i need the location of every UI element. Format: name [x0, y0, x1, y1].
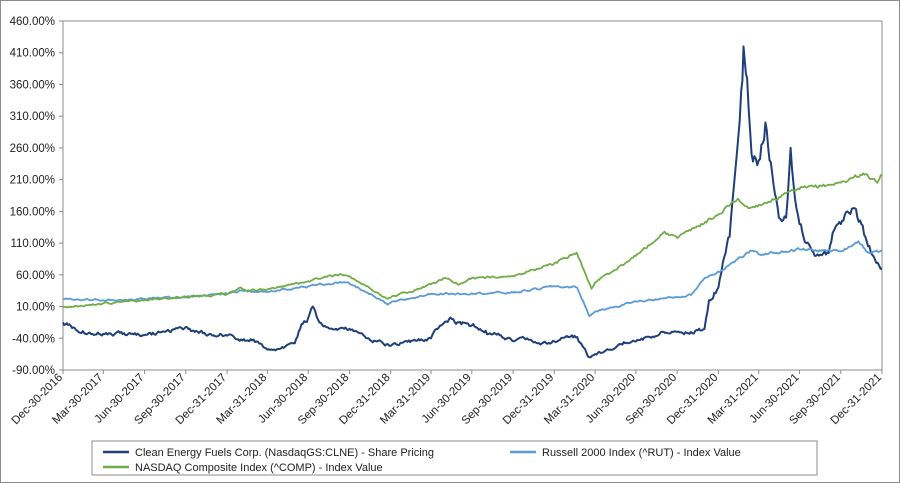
y-tick-label: 360.00%: [10, 79, 55, 91]
y-tick-label: 260.00%: [10, 143, 55, 155]
series-lines: [62, 45, 883, 359]
series-line-1: [62, 45, 883, 359]
y-tick-label: 160.00%: [10, 206, 55, 218]
y-tick-label: 110.00%: [10, 238, 55, 250]
y-tick-label: -40.00%: [12, 333, 55, 345]
y-tick-label: 410.00%: [10, 48, 55, 60]
y-tick-label: 210.00%: [10, 175, 55, 187]
legend-label-1: Clean Energy Fuels Corp. (NasdaqGS:CLNE)…: [135, 447, 434, 459]
legend: Clean Energy Fuels Corp. (NasdaqGS:CLNE)…: [91, 440, 818, 476]
y-tick-label: 10.00%: [16, 302, 55, 314]
y-tick-label: 460.00%: [10, 16, 55, 28]
y-tick-label: 60.00%: [16, 270, 55, 282]
plot-area: [62, 20, 883, 371]
y-axis: -90.00% -40.00% 10.00% 60.00% 110.00% 160.00%…: [10, 16, 63, 377]
legend-label-2: Russell 2000 Index (^RUT) - Index Value: [542, 447, 741, 459]
legend-label-3: NASDAQ Composite Index (^COMP) - Index V…: [135, 462, 383, 474]
y-tick-label: -90.00%: [12, 365, 55, 377]
x-axis: Dec-30-2016Mar-30-2017Jun-30-2017Sep-30-…: [10, 370, 884, 427]
series-line-3: [62, 172, 883, 309]
y-tick-label: 310.00%: [10, 111, 55, 123]
legend-box: [91, 440, 818, 476]
plot-area-border: [62, 20, 883, 371]
